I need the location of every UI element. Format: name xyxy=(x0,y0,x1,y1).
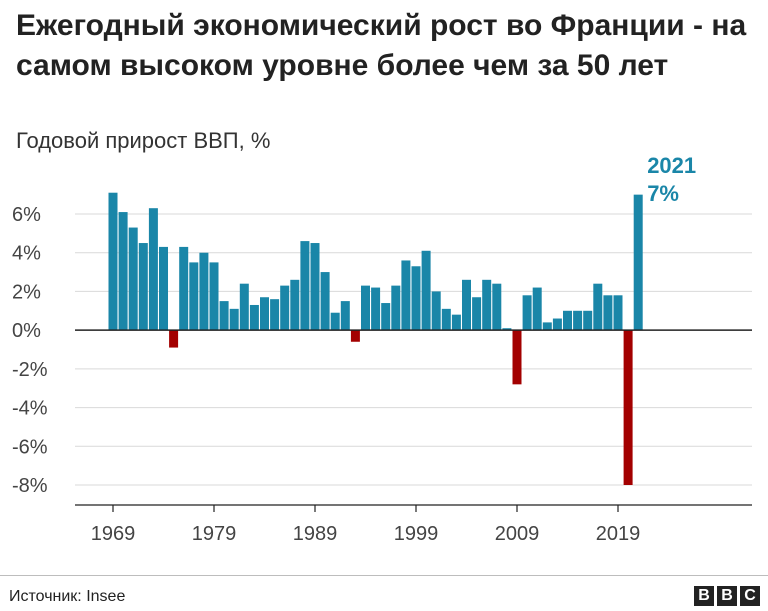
logo-letter: B xyxy=(717,586,737,606)
bar xyxy=(613,295,623,331)
bbc-logo: B B C xyxy=(694,586,760,606)
y-tick-label: 6% xyxy=(12,204,41,226)
bar xyxy=(603,295,613,331)
bar xyxy=(159,246,168,331)
bar xyxy=(451,314,461,331)
footer-divider xyxy=(0,575,768,576)
bar xyxy=(583,310,593,331)
bar xyxy=(512,330,522,385)
bars xyxy=(108,192,643,485)
x-tick-labels: 1969 1979 1989 1999 2009 2019 xyxy=(91,505,641,545)
bar xyxy=(431,291,441,331)
bar xyxy=(361,285,370,331)
bar xyxy=(300,241,310,331)
y-tick-label: -4% xyxy=(12,398,48,420)
bar xyxy=(108,192,118,331)
bar xyxy=(310,243,320,331)
bar xyxy=(623,330,633,485)
x-tick-label: 1979 xyxy=(192,523,237,545)
y-tick-label: 4% xyxy=(12,243,41,265)
bar xyxy=(169,330,179,348)
bar xyxy=(502,328,512,331)
bar xyxy=(462,279,471,331)
bar xyxy=(340,301,350,331)
x-tick-label: 1999 xyxy=(394,523,439,545)
bar xyxy=(472,297,482,331)
bar-chart: 6% 4% 2% 0% -2% -4% -6% -8% 1969 1979 1989 1999 200… xyxy=(12,153,752,545)
annotation-value: 7% xyxy=(647,181,679,206)
bar xyxy=(148,208,158,331)
bar xyxy=(199,252,209,331)
bar xyxy=(330,312,340,331)
bar xyxy=(411,266,421,331)
x-tick-label: 2009 xyxy=(495,523,540,545)
bar xyxy=(260,297,269,331)
bar xyxy=(492,283,502,331)
bar xyxy=(381,303,391,331)
bar xyxy=(633,194,643,331)
bar xyxy=(118,212,128,331)
bar xyxy=(209,262,219,331)
bar xyxy=(290,279,300,331)
bar xyxy=(563,310,572,331)
x-tick-label: 2019 xyxy=(596,523,641,545)
bar xyxy=(270,299,280,331)
bar xyxy=(401,260,411,331)
annotation-year: 2021 xyxy=(647,153,696,178)
y-tick-labels: 6% 4% 2% 0% -2% -4% -6% -8% xyxy=(12,204,48,497)
y-tick-label: -2% xyxy=(12,359,48,381)
bar xyxy=(552,318,562,331)
chart-subtitle: Годовой прирост ВВП, % xyxy=(16,128,271,153)
y-tick-label: -6% xyxy=(12,436,48,458)
bar xyxy=(532,287,542,331)
bar xyxy=(189,262,199,331)
bar xyxy=(542,322,552,331)
logo-letter: B xyxy=(694,586,714,606)
bar xyxy=(219,301,229,331)
x-tick-label: 1969 xyxy=(91,523,136,545)
y-tick-label: -8% xyxy=(12,475,48,497)
bar xyxy=(239,283,249,331)
bar xyxy=(593,283,603,331)
bar xyxy=(179,246,189,331)
bar xyxy=(391,285,401,331)
bar xyxy=(249,304,259,331)
bar xyxy=(128,227,138,331)
bar xyxy=(522,295,532,331)
y-tick-label: 2% xyxy=(12,281,41,303)
bar xyxy=(350,330,360,342)
grid-lines xyxy=(75,213,752,486)
bar xyxy=(320,272,330,331)
bar xyxy=(280,285,290,331)
chart-title: Ежегодный экономический рост во Франции … xyxy=(16,9,747,82)
y-tick-label: 0% xyxy=(12,320,41,342)
bar xyxy=(229,308,239,331)
source-note: Источник: Insee xyxy=(9,588,126,605)
axes xyxy=(75,329,752,506)
bar xyxy=(441,308,451,331)
bar xyxy=(138,243,148,331)
bar xyxy=(371,287,381,331)
logo-letter: C xyxy=(740,586,760,606)
bar xyxy=(482,279,492,331)
annotations: 2021 7% xyxy=(647,153,696,206)
bar xyxy=(573,310,583,331)
bar xyxy=(421,250,431,331)
x-tick-label: 1989 xyxy=(293,523,338,545)
